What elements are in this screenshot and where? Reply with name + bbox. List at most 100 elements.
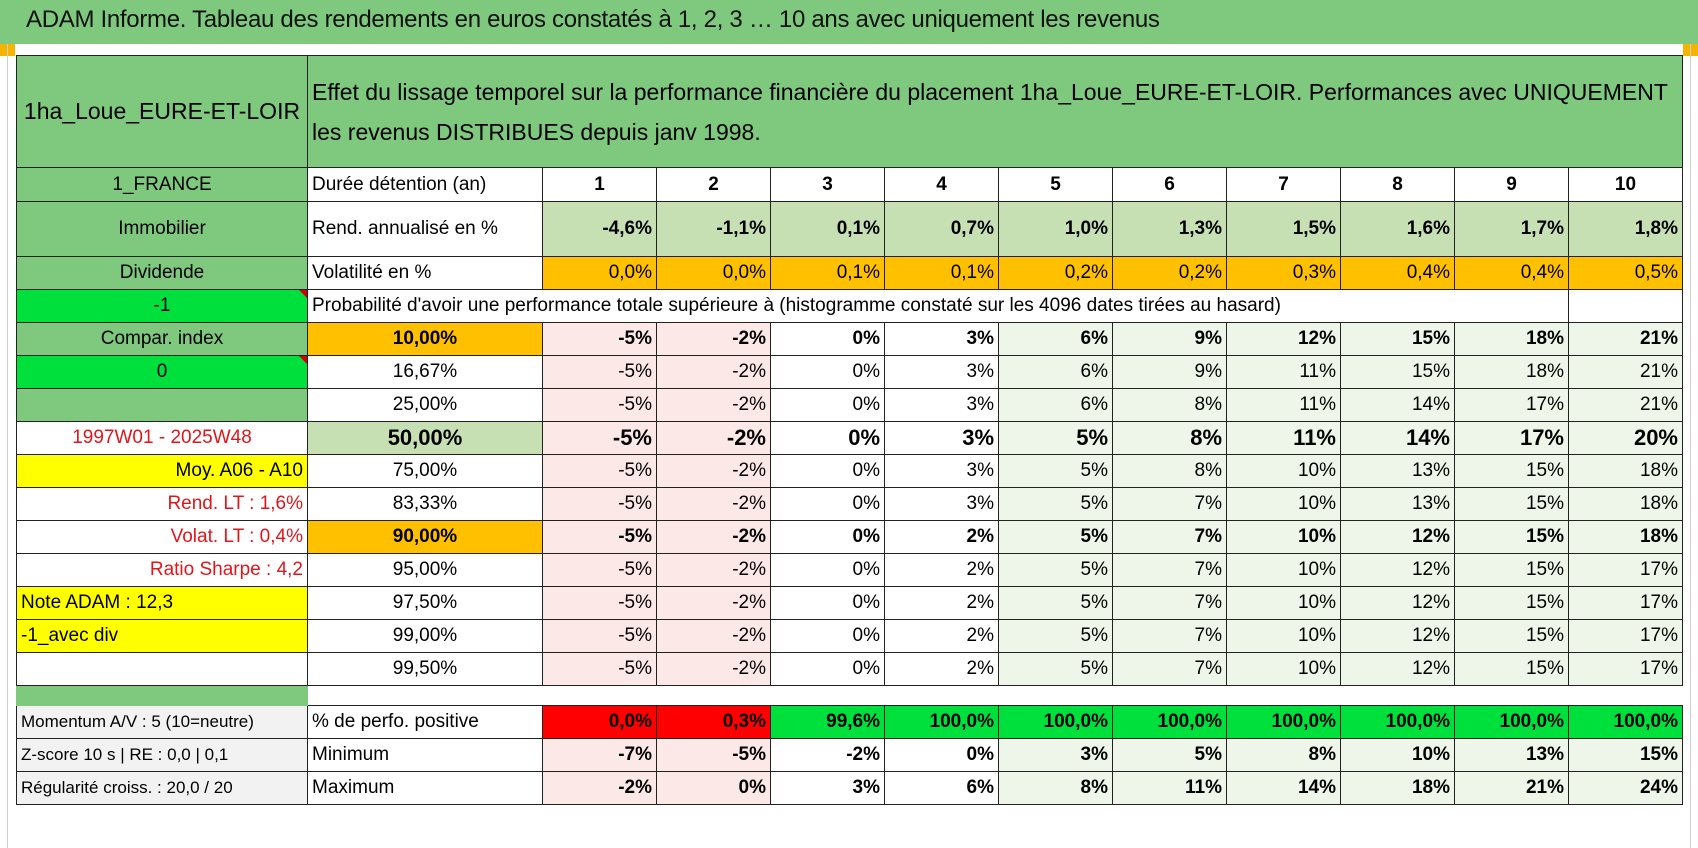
percentile-label: 75,00% [307,454,543,488]
minimum-value: -7% [542,738,657,772]
year-header: 4 [884,167,999,202]
percentile-value: 11% [1226,355,1341,389]
percentile-value: 11% [1226,421,1341,455]
percentile-value: 20% [1568,421,1683,455]
description-line1: Effet du lissage temporel sur la perform… [312,78,1668,105]
percentile-value: -2% [656,355,771,389]
percentile-value: 5% [998,553,1113,587]
year-header: 3 [770,167,885,202]
asset-class-cell: Immobilier [16,201,308,257]
percentile-value: 3% [884,388,999,422]
zscore-cell: Z-score 10 s | RE : 0,0 | 0,1 [16,738,308,772]
table-body: 1ha_Loue_EURE-ET-LOIR Effet du lissage t… [16,55,1683,805]
minimum-label: Minimum [307,738,543,772]
blank-cell [1454,289,1569,323]
rend-value: 1,6% [1340,201,1455,257]
year-header: 2 [656,167,771,202]
maximum-value: 24% [1568,771,1683,805]
selector-b-dropdown[interactable]: 0 [16,355,308,389]
percentile-value: 17% [1454,388,1569,422]
percentile-value: -5% [542,487,657,521]
year-header: 9 [1454,167,1569,202]
positive-label: % de perfo. positive [307,705,543,739]
vol-value: 0,1% [770,256,885,290]
duree-label: Durée détention (an) [307,167,543,202]
percentile-value: 5% [998,487,1113,521]
percentile-value: 15% [1454,652,1569,686]
percentile-value: 7% [1112,520,1227,554]
period-cell: 1997W01 - 2025W48 [16,421,308,455]
percentile-value: 17% [1454,421,1569,455]
maximum-value: -2% [542,771,657,805]
minimum-value: -2% [770,738,885,772]
rend-value: 1,5% [1226,201,1341,257]
positive-value: 0,3% [656,705,771,739]
percentile-value: 3% [884,454,999,488]
momentum-cell: Momentum A/V : 5 (10=neutre) [16,705,308,739]
percentile-value: 10% [1226,619,1341,653]
percentile-value: 8% [1112,454,1227,488]
maximum-value: 11% [1112,771,1227,805]
percentile-value: 17% [1568,652,1683,686]
percentile-label: 97,50% [307,586,543,620]
mode-cell: Dividende [16,256,308,290]
maximum-value: 18% [1340,771,1455,805]
percentile-value: -2% [656,388,771,422]
rend-value: 0,1% [770,201,885,257]
percentile-value: -5% [542,652,657,686]
selector-a-dropdown[interactable]: -1 [16,289,308,323]
percentile-value: 7% [1112,586,1227,620]
percentile-label: 50,00% [307,421,543,455]
percentile-value: 3% [884,421,999,455]
maximum-value: 3% [770,771,885,805]
maximum-value: 14% [1226,771,1341,805]
percentile-value: 21% [1568,322,1683,356]
percentile-value: 7% [1112,619,1227,653]
percentile-value: 15% [1340,355,1455,389]
percentile-value: 6% [998,388,1113,422]
fund-name-cell: 1ha_Loue_EURE-ET-LOIR [16,55,308,168]
percentile-value: 0% [770,652,885,686]
percentile-value: 0% [770,520,885,554]
percentile-value: -2% [656,322,771,356]
percentile-value: 2% [884,586,999,620]
maximum-value: 21% [1454,771,1569,805]
year-header: 10 [1568,167,1683,202]
vol-value: 0,4% [1454,256,1569,290]
vol-value: 0,2% [1112,256,1227,290]
rend-value: -4,6% [542,201,657,257]
percentile-value: 10% [1226,652,1341,686]
maximum-value: 8% [998,771,1113,805]
description-line2: les revenus DISTRIBUES depuis janv 1998. [312,118,761,145]
percentile-value: 5% [998,421,1113,455]
percentile-value: -5% [542,421,657,455]
positive-value: 100,0% [884,705,999,739]
vol-value: 0,3% [1226,256,1341,290]
percentile-label: 95,00% [307,553,543,587]
percentile-value: 7% [1112,652,1227,686]
year-header: 5 [998,167,1113,202]
percentile-value: -2% [656,421,771,455]
percentile-value: -5% [542,553,657,587]
note-cell: Note ADAM : 12,3 [16,586,308,620]
percentile-value: 6% [998,355,1113,389]
percentile-value: 10% [1226,553,1341,587]
vol-value: 0,1% [884,256,999,290]
percentile-value: -5% [542,454,657,488]
vol-label: Volatilité en % [307,256,543,290]
percentile-label: 16,67% [307,355,543,389]
percentile-value: 0% [770,586,885,620]
minimum-value: 8% [1226,738,1341,772]
rend-lt-cell: Rend. LT : 1,6% [16,487,308,521]
right-gridline [1690,44,1691,848]
percentile-value: -5% [542,586,657,620]
percentile-value: 17% [1568,619,1683,653]
blank-side-cell [16,388,308,422]
minimum-value: -5% [656,738,771,772]
performance-table: 1ha_Loue_EURE-ET-LOIR Effet du lissage t… [16,55,1683,805]
positive-value: 100,0% [998,705,1113,739]
percentile-value: 9% [1112,322,1227,356]
left-gridline [7,44,8,848]
sharpe-cell: Ratio Sharpe : 4,2 [16,553,308,587]
description-cell: Effet du lissage temporel sur la perform… [307,55,1683,168]
